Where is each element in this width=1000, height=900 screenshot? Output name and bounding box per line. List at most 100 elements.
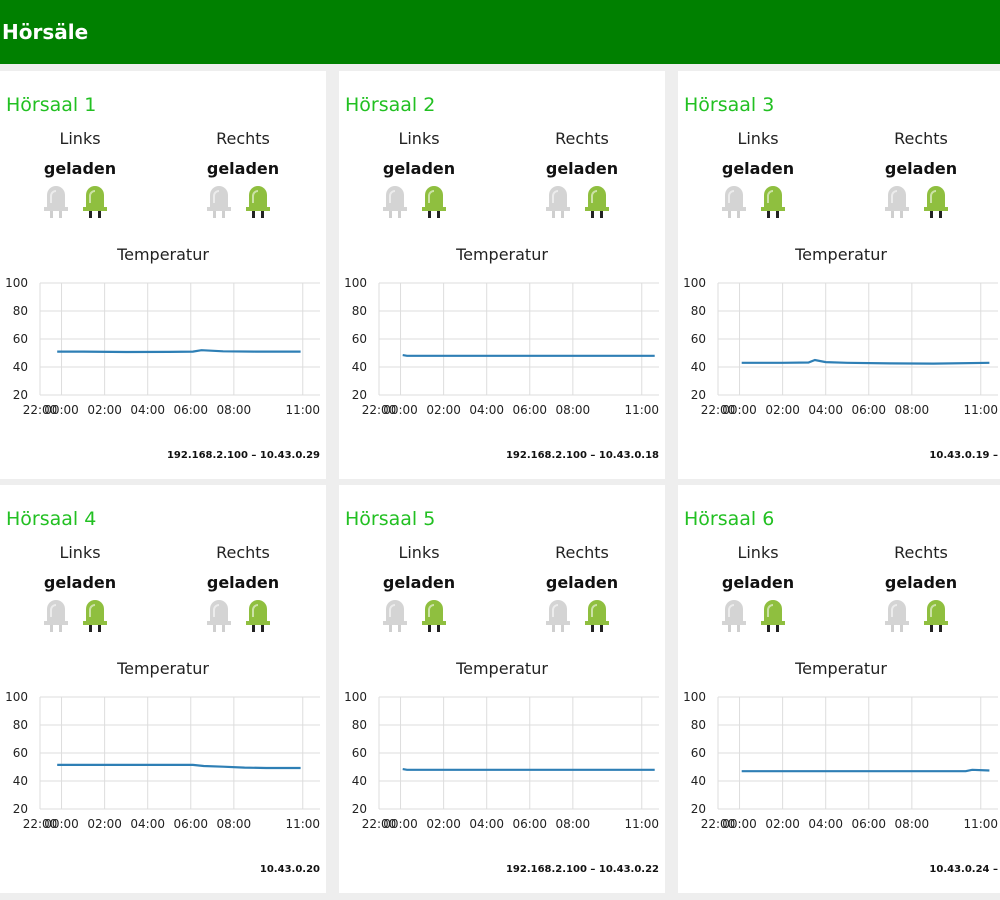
temperature-chart: 100 80 60 40 20 22:00 00:00 02:00 04:00 06:00 08:0… (678, 271, 1000, 426)
y-tick-label: 100 (683, 690, 706, 704)
side-label: Rechts (555, 129, 609, 148)
x-tick-label: 11:00 (285, 817, 320, 831)
side-label: Rechts (894, 129, 948, 148)
x-tick-label: 11:00 (285, 403, 320, 417)
x-tick-label: 02:00 (87, 403, 122, 417)
card-title: Hörsaal 1 (6, 94, 97, 116)
y-tick-label: 80 (691, 304, 706, 318)
x-tick-label: 00:00 (383, 403, 418, 417)
x-tick-label: 02:00 (426, 817, 461, 831)
y-tick-label: 20 (691, 388, 706, 402)
led-indicators (359, 175, 479, 218)
y-tick-label: 100 (5, 690, 28, 704)
lecture-hall-card: Hörsaal 6 Links geladen Rechts geladen Temper… (678, 485, 1000, 893)
y-tick-label: 60 (691, 332, 706, 346)
temperature-series-line (57, 349, 301, 354)
led-off-icon (722, 600, 746, 632)
led-indicators (20, 175, 140, 218)
lecture-hall-card: Hörsaal 1 Links geladen Rechts geladen Temper… (0, 71, 326, 479)
x-tick-label: 22:00 (701, 817, 736, 831)
card-title: Hörsaal 3 (684, 94, 775, 116)
y-tick-label: 60 (691, 746, 706, 760)
x-tick-label: 22:00 (23, 817, 58, 831)
y-tick-label: 60 (13, 332, 28, 346)
x-tick-label: 00:00 (722, 817, 757, 831)
led-on-icon (83, 600, 107, 632)
led-on-icon (246, 600, 270, 632)
x-tick-label: 08:00 (895, 817, 930, 831)
led-on-icon (585, 186, 609, 218)
temperature-series-line (741, 358, 990, 365)
ip-address-label: 192.168.2.100 – 10.43.0.22 (505, 864, 659, 875)
y-tick-label: 40 (691, 360, 706, 374)
x-tick-label: 02:00 (87, 817, 122, 831)
temperature-series-line (741, 768, 990, 773)
led-off-icon (722, 186, 746, 218)
status-text: geladen (721, 159, 795, 178)
led-on-icon (585, 600, 609, 632)
led-on-icon (422, 186, 446, 218)
y-tick-label: 40 (691, 774, 706, 788)
x-tick-label: 04:00 (469, 817, 504, 831)
card-title: Hörsaal 6 (684, 508, 775, 530)
y-tick-label: 60 (13, 746, 28, 760)
x-tick-label: 02:00 (765, 403, 800, 417)
x-tick-label: 22:00 (701, 403, 736, 417)
x-tick-label: 11:00 (624, 403, 659, 417)
led-indicators (698, 175, 818, 218)
led-off-icon (207, 186, 231, 218)
led-indicators (861, 589, 981, 632)
led-on-icon (924, 186, 948, 218)
led-indicators (20, 589, 140, 632)
page-title: Hörsäle (2, 20, 89, 44)
x-tick-label: 06:00 (173, 403, 208, 417)
temperature-chart: 100 80 60 40 20 22:00 00:00 02:00 04:00 06:00 08:0… (339, 271, 665, 426)
y-tick-label: 100 (5, 276, 28, 290)
lecture-hall-card: Hörsaal 2 Links geladen Rechts geladen Temper… (339, 71, 665, 479)
side-label: Rechts (894, 543, 948, 562)
temperature-chart: 100 80 60 40 20 22:00 00:00 02:00 04:00 06:00 08:0… (0, 271, 326, 426)
temperature-series-line (57, 763, 301, 770)
x-tick-label: 02:00 (426, 403, 461, 417)
x-tick-label: 06:00 (173, 817, 208, 831)
led-off-icon (383, 186, 407, 218)
y-tick-label: 80 (13, 718, 28, 732)
y-tick-label: 80 (13, 304, 28, 318)
y-tick-label: 20 (691, 802, 706, 816)
side-label: Rechts (555, 543, 609, 562)
led-off-icon (383, 600, 407, 632)
y-tick-label: 20 (352, 802, 367, 816)
y-tick-label: 40 (352, 360, 367, 374)
x-tick-label: 11:00 (624, 817, 659, 831)
lecture-hall-card: Hörsaal 3 Links geladen Rechts geladen Temper… (678, 71, 1000, 479)
y-tick-label: 80 (352, 718, 367, 732)
ip-address-label: 192.168.2.100 – 10.43.0.29 (166, 450, 320, 461)
side-label: Links (59, 543, 101, 562)
x-tick-label: 04:00 (808, 817, 843, 831)
x-tick-label: 22:00 (23, 403, 58, 417)
side-label: Links (398, 129, 440, 148)
status-text: geladen (206, 159, 280, 178)
status-text: geladen (382, 159, 456, 178)
temperature-chart: 100 80 60 40 20 22:00 00:00 02:00 04:00 06:00 08:0… (339, 685, 665, 840)
app-header: Hörsäle (0, 0, 1000, 64)
led-off-icon (885, 600, 909, 632)
side-label: Links (737, 543, 779, 562)
x-tick-label: 08:00 (556, 403, 591, 417)
lecture-hall-card: Hörsaal 5 Links geladen Rechts geladen Temper… (339, 485, 665, 893)
x-tick-label: 06:00 (851, 403, 886, 417)
status-text: geladen (382, 573, 456, 592)
led-off-icon (207, 600, 231, 632)
status-text: geladen (43, 159, 117, 178)
status-text: geladen (43, 573, 117, 592)
led-off-icon (546, 186, 570, 218)
led-indicators (359, 589, 479, 632)
x-tick-label: 06:00 (851, 817, 886, 831)
led-on-icon (761, 186, 785, 218)
x-tick-label: 08:00 (895, 403, 930, 417)
led-off-icon (885, 186, 909, 218)
y-tick-label: 100 (344, 276, 367, 290)
side-label: Rechts (216, 129, 270, 148)
